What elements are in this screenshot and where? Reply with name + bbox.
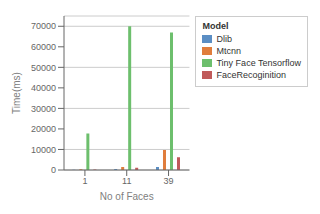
html-text:Mtcnn: Mtcnn <box>216 46 241 56</box>
html-text:Dlib: Dlib <box>216 34 232 44</box>
html-text:FaceRecoginition: FaceRecoginition <box>216 70 286 80</box>
html-text:Tiny Face Tensorflow: Tiny Face Tensorflow <box>216 58 301 68</box>
svg-text:70000: 70000 <box>31 21 56 31</box>
svg-text:Time(ms): Time(ms) <box>11 72 22 114</box>
svg-text:20000: 20000 <box>31 124 56 134</box>
html-text:Model: Model <box>202 21 229 31</box>
svg-text:30000: 30000 <box>31 104 56 114</box>
svg-text:10000: 10000 <box>31 145 56 155</box>
svg-text:No of Faces: No of Faces <box>100 191 154 202</box>
svg-text:11: 11 <box>122 176 131 186</box>
svg-text:60000: 60000 <box>31 42 56 52</box>
svg-text:40000: 40000 <box>31 83 56 93</box>
svg-text:1: 1 <box>82 176 87 186</box>
svg-text:39: 39 <box>164 176 174 186</box>
svg-text:50000: 50000 <box>31 63 56 73</box>
svg-text:0: 0 <box>51 165 56 175</box>
